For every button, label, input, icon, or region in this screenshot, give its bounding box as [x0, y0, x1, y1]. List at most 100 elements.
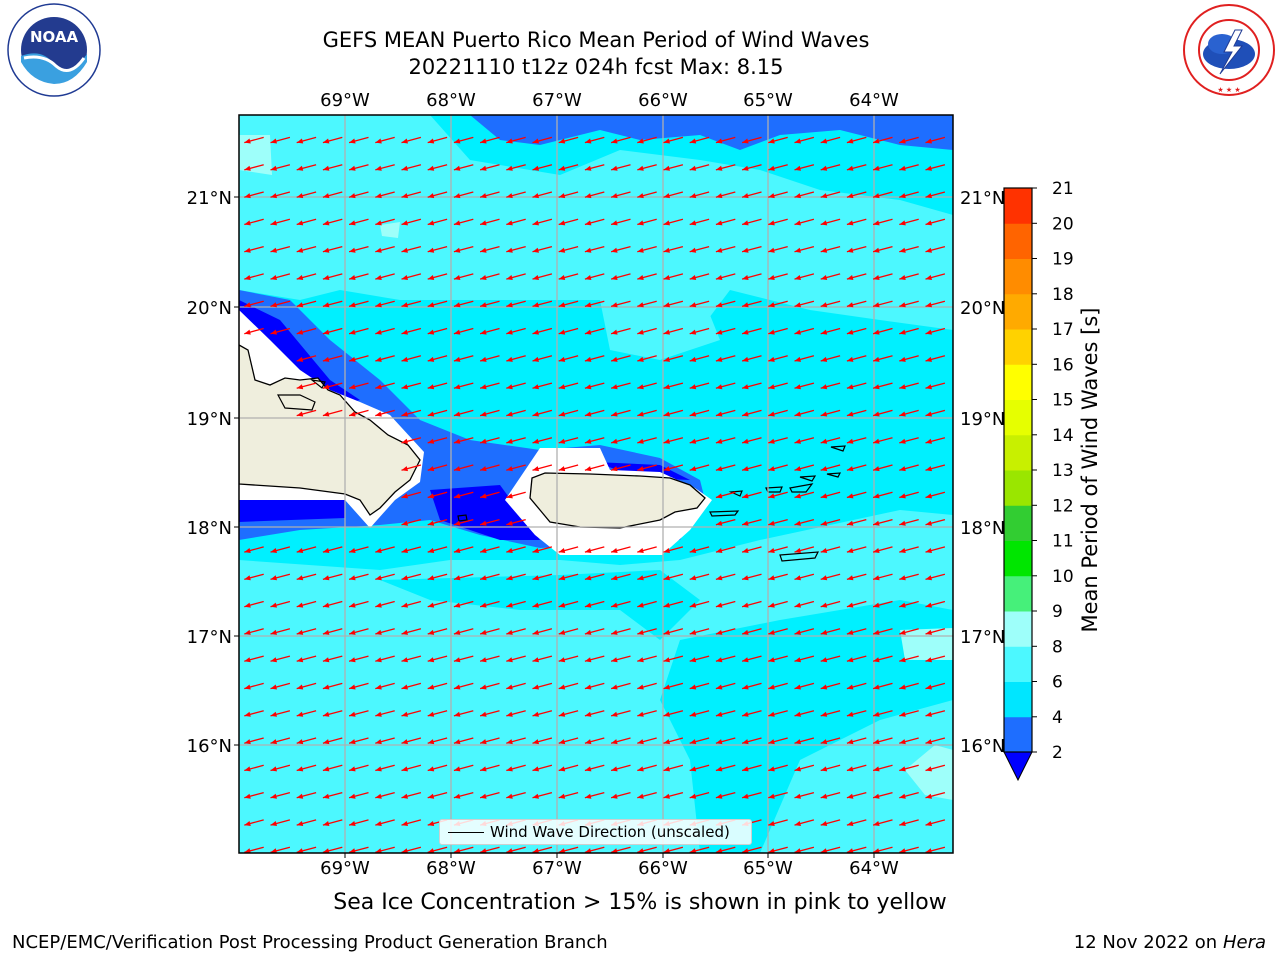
colorbar-tick-label: 19 — [1052, 250, 1074, 270]
wind-vector-head — [453, 793, 461, 799]
wind-vector-head — [296, 411, 304, 417]
wind-vector-head — [873, 220, 880, 226]
wind-vector-head — [715, 193, 723, 199]
wind-vector-head — [480, 329, 487, 335]
wind-vector-head — [637, 193, 644, 199]
wind-vector-head — [270, 548, 277, 553]
wind-vector-head — [401, 548, 408, 553]
wind-vector-head — [925, 302, 932, 308]
wind-vector-head — [375, 766, 382, 772]
wind-vector-head — [296, 657, 304, 663]
wind-vector-head — [480, 575, 487, 581]
wind-vector-head — [322, 793, 330, 799]
wind-vector-head — [873, 575, 880, 581]
colorbar-segment — [1004, 505, 1032, 541]
wind-vector-head — [584, 602, 592, 608]
wind-vector-head — [742, 275, 749, 280]
wind-vector-head — [637, 548, 644, 553]
wind-vector-head — [375, 848, 382, 853]
wind-vector-head — [296, 711, 304, 717]
colorbar-segment — [1004, 364, 1032, 400]
wind-vector-head — [820, 629, 828, 635]
wind-vector-head — [663, 739, 670, 745]
wind-vector-head — [270, 657, 277, 663]
footer-date-text: 12 Nov 2022 on — [1073, 932, 1218, 953]
wind-vector-head — [375, 657, 382, 663]
wind-vector-head — [637, 302, 644, 308]
wind-vector-head — [873, 193, 880, 199]
wind-vector-head — [820, 220, 828, 226]
wind-vector-head — [768, 302, 775, 308]
wind-vector-head — [584, 575, 592, 581]
wind-vector-head — [558, 466, 566, 472]
colorbar-segment — [1004, 329, 1032, 365]
wind-vector-head — [453, 165, 461, 171]
wind-vector-head — [663, 657, 670, 663]
vector-legend: Wind Wave Direction (unscaled) — [439, 819, 752, 845]
wind-vector-head — [558, 411, 566, 417]
wind-vector-head — [296, 302, 304, 308]
wind-vector-head — [244, 247, 251, 253]
wind-vector-head — [899, 220, 906, 226]
wind-vector-head — [846, 220, 854, 226]
wind-vector-head — [873, 657, 880, 663]
wind-vector-head — [637, 711, 644, 717]
wind-vector-head — [715, 793, 723, 799]
wind-vector-head — [742, 629, 749, 635]
small-islands — [276, 379, 846, 562]
wind-vector-head — [453, 684, 461, 690]
wind-vector-head — [453, 356, 461, 362]
wind-vector-head — [768, 411, 775, 417]
wind-vector-head — [480, 466, 487, 472]
wind-vector-head — [532, 356, 539, 362]
colorbar-segment — [1004, 540, 1032, 577]
wind-vector-head — [689, 384, 697, 390]
wind-vector-head — [349, 384, 356, 390]
wind-vector-head — [322, 657, 330, 663]
footer-machine: Hera — [1222, 932, 1266, 953]
wind-vector-head — [846, 766, 854, 772]
wind-vector-head — [925, 220, 932, 226]
wind-vector-head — [742, 793, 749, 799]
wind-vector-head — [637, 629, 644, 635]
lon-label-bottom: 68°W — [426, 858, 476, 879]
wind-vector-head — [584, 684, 592, 690]
wind-vector-head — [584, 629, 592, 635]
lon-label-top: 67°W — [532, 90, 582, 111]
wind-vector-head — [558, 356, 566, 362]
colorbar-tick-label: 8 — [1052, 637, 1063, 657]
wind-vector-head — [846, 793, 854, 799]
wind-vector-head — [925, 602, 932, 608]
wind-vector-head — [584, 247, 592, 253]
wind-vector-head — [480, 848, 487, 853]
wind-vector-head — [296, 821, 304, 826]
wind-vector-head — [899, 438, 906, 444]
wind-vector-head — [794, 848, 801, 853]
wind-vector-head — [270, 848, 277, 853]
wind-vector-head — [427, 711, 435, 717]
wind-vector-head — [715, 739, 723, 745]
wind-vector-head — [584, 138, 592, 144]
wind-vector-head — [846, 548, 854, 553]
wind-vector-head — [689, 848, 697, 853]
wind-vector-head — [558, 629, 566, 635]
wind-vector-head — [506, 411, 513, 417]
wind-vector-head — [925, 165, 932, 171]
wind-vector-head — [506, 766, 513, 772]
period-lt2-west — [239, 500, 345, 522]
wind-vector-head — [506, 466, 513, 472]
wind-vector-head — [296, 329, 304, 335]
lon-label-top: 68°W — [426, 90, 476, 111]
wind-vector-head — [846, 821, 854, 826]
wind-vector-head — [480, 493, 487, 499]
wind-vector-head — [689, 247, 697, 253]
wind-vector-head — [846, 629, 854, 635]
wind-vector-head — [453, 766, 461, 772]
wind-vector-head — [427, 384, 435, 390]
noaa-logo: NOAA — [7, 3, 101, 97]
wind-vector-head — [794, 739, 801, 745]
wind-vector-head — [768, 138, 775, 144]
wind-vector-head — [401, 739, 408, 745]
wind-vector-head — [689, 739, 697, 745]
wind-vector-head — [611, 793, 618, 799]
